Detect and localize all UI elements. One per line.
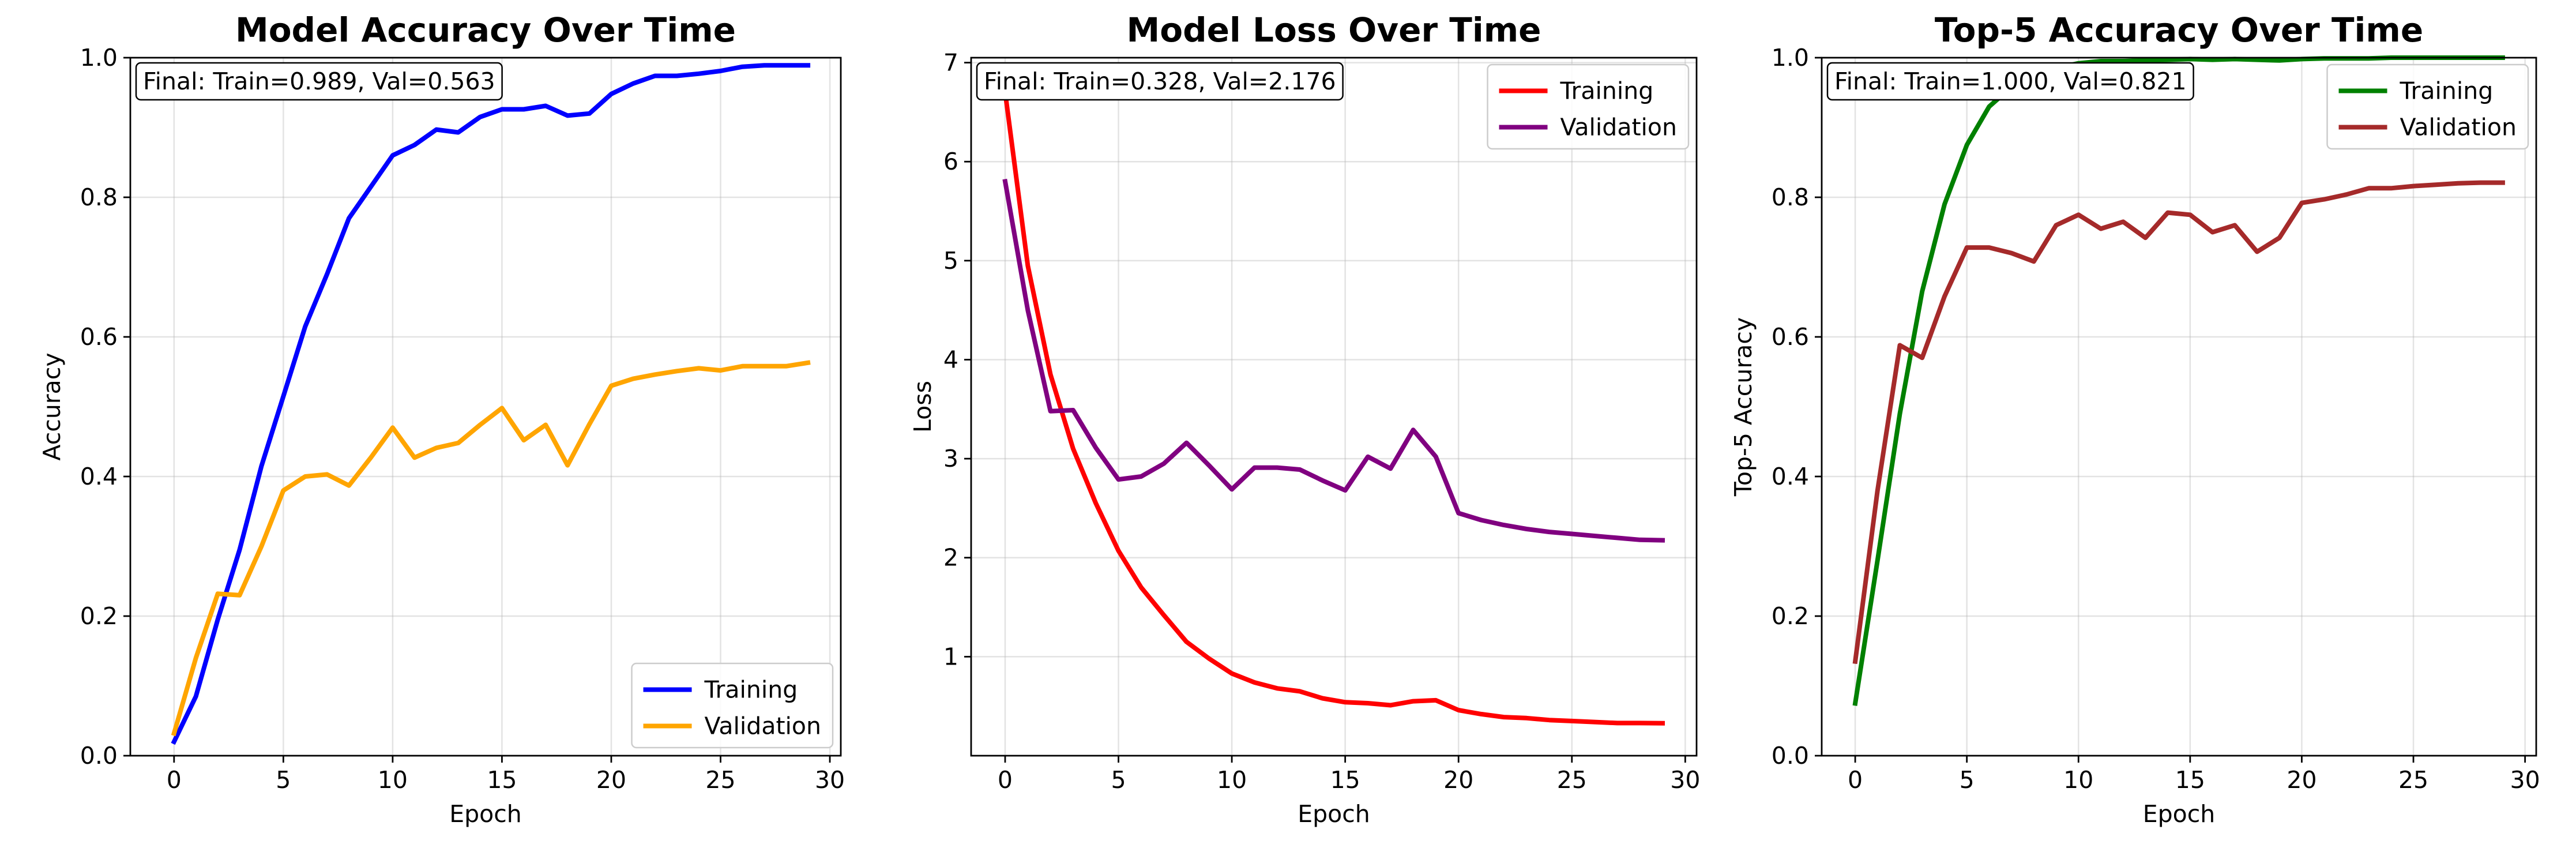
y-tick-label: 0.2 bbox=[80, 602, 118, 630]
y-tick-label: 0.4 bbox=[1772, 463, 1809, 490]
x-tick-label: 10 bbox=[378, 766, 408, 794]
legend-label-validation: Validation bbox=[705, 712, 821, 740]
y-tick-label: 7 bbox=[943, 49, 958, 77]
x-tick-label: 5 bbox=[1111, 766, 1126, 794]
annotation-box bbox=[1826, 62, 2194, 101]
y-tick-label: 0.6 bbox=[1772, 323, 1809, 351]
y-tick-label: 0.6 bbox=[80, 323, 118, 351]
chart-panel-2: 0 5 10 15 20 25 30 1 2 3 4 5 6 7 Model Loss Over Time E… bbox=[909, 10, 1700, 828]
x-tick-label: 15 bbox=[1330, 766, 1360, 794]
y-tick-label: 3 bbox=[943, 445, 958, 472]
x-axis-label: Epoch bbox=[449, 800, 522, 828]
series-line-validation bbox=[1852, 180, 2505, 665]
series-line-training bbox=[1852, 55, 2505, 706]
annotation-text: Final: Train=1.000, Val=0.821 bbox=[1834, 67, 2187, 95]
annotation-box bbox=[135, 62, 503, 101]
legend: Training Validation bbox=[631, 662, 834, 749]
x-tick-label: 10 bbox=[2063, 766, 2093, 794]
y-tick-label: 0.8 bbox=[1772, 183, 1809, 211]
x-tick-label: 0 bbox=[998, 766, 1013, 794]
series-line-validation bbox=[1002, 178, 1665, 543]
x-tick-label: 25 bbox=[705, 766, 735, 794]
x-tick-label: 20 bbox=[1443, 766, 1473, 794]
axes-frame bbox=[970, 57, 1698, 757]
x-tick-label: 5 bbox=[276, 766, 291, 794]
y-tick-label: 1.0 bbox=[80, 44, 118, 72]
x-tick-label: 25 bbox=[2398, 766, 2428, 794]
x-axis-label: Epoch bbox=[1298, 800, 1370, 828]
y-tick-label: 1.0 bbox=[1772, 44, 1809, 72]
y-tick-label: 5 bbox=[943, 247, 958, 275]
y-tick-label: 2 bbox=[943, 544, 958, 572]
axes-frame bbox=[129, 57, 842, 757]
annotation-text: Final: Train=0.989, Val=0.563 bbox=[143, 67, 495, 95]
x-axis-label: Epoch bbox=[2143, 800, 2216, 828]
y-tick-label: 6 bbox=[943, 148, 958, 175]
final-values-annotation: Final: Train=1.000, Val=0.821 bbox=[1826, 62, 2194, 101]
chart-title: Model Loss Over Time bbox=[1127, 10, 1541, 50]
y-axis-label: Top-5 Accuracy bbox=[1729, 317, 1757, 497]
x-tick-label: 30 bbox=[1670, 766, 1700, 794]
x-tick-label: 5 bbox=[1960, 766, 1975, 794]
annotation-box bbox=[976, 62, 1344, 101]
series-line-training bbox=[171, 63, 811, 745]
chart-title: Top-5 Accuracy Over Time bbox=[1935, 10, 2423, 50]
chart-title: Model Accuracy Over Time bbox=[235, 10, 736, 50]
legend-label-training: Training bbox=[704, 676, 798, 704]
x-tick-label: 30 bbox=[815, 766, 845, 794]
chart-panel-1: 0 5 10 15 20 25 30 0.0 0.2 0.4 0.6 0.8 1.0 Model Accu… bbox=[38, 10, 845, 828]
y-tick-label: 4 bbox=[943, 346, 958, 373]
x-tick-label: 25 bbox=[1557, 766, 1587, 794]
x-tick-label: 15 bbox=[2175, 766, 2205, 794]
x-tick-label: 10 bbox=[1217, 766, 1247, 794]
y-tick-label: 1 bbox=[943, 643, 958, 670]
y-tick-label: 0.2 bbox=[1772, 602, 1809, 630]
y-axis-label: Accuracy bbox=[38, 352, 66, 460]
x-tick-label: 15 bbox=[487, 766, 517, 794]
chart-panel-3: 0 5 10 15 20 25 30 0.0 0.2 0.4 0.6 0.8 1.0 Top-5 Accu… bbox=[1729, 10, 2540, 828]
y-tick-label: 0.4 bbox=[80, 463, 118, 490]
x-tick-label: 30 bbox=[2510, 766, 2540, 794]
x-tick-label: 0 bbox=[1848, 766, 1863, 794]
final-values-annotation: Final: Train=0.328, Val=2.176 bbox=[976, 62, 1344, 101]
y-tick-label: 0.0 bbox=[1772, 742, 1809, 770]
legend: Training Validation bbox=[2326, 63, 2529, 150]
final-values-annotation: Final: Train=0.989, Val=0.563 bbox=[135, 62, 503, 101]
annotation-text: Final: Train=0.328, Val=2.176 bbox=[984, 67, 1336, 95]
series-line-training bbox=[1002, 89, 1665, 726]
legend-label-validation: Validation bbox=[1560, 114, 1677, 141]
x-tick-label: 0 bbox=[167, 766, 182, 794]
legend: Training Validation bbox=[1487, 63, 1690, 150]
legend-label-validation: Validation bbox=[2400, 114, 2517, 141]
y-tick-label: 0.8 bbox=[80, 183, 118, 211]
axes-frame bbox=[1821, 57, 2537, 757]
series-line-validation bbox=[171, 360, 811, 737]
y-axis-label: Loss bbox=[909, 381, 937, 433]
legend-label-training: Training bbox=[1560, 77, 1654, 105]
legend-label-training: Training bbox=[2400, 77, 2494, 105]
x-tick-label: 20 bbox=[596, 766, 626, 794]
y-tick-label: 0.0 bbox=[80, 742, 118, 770]
x-tick-label: 20 bbox=[2287, 766, 2316, 794]
